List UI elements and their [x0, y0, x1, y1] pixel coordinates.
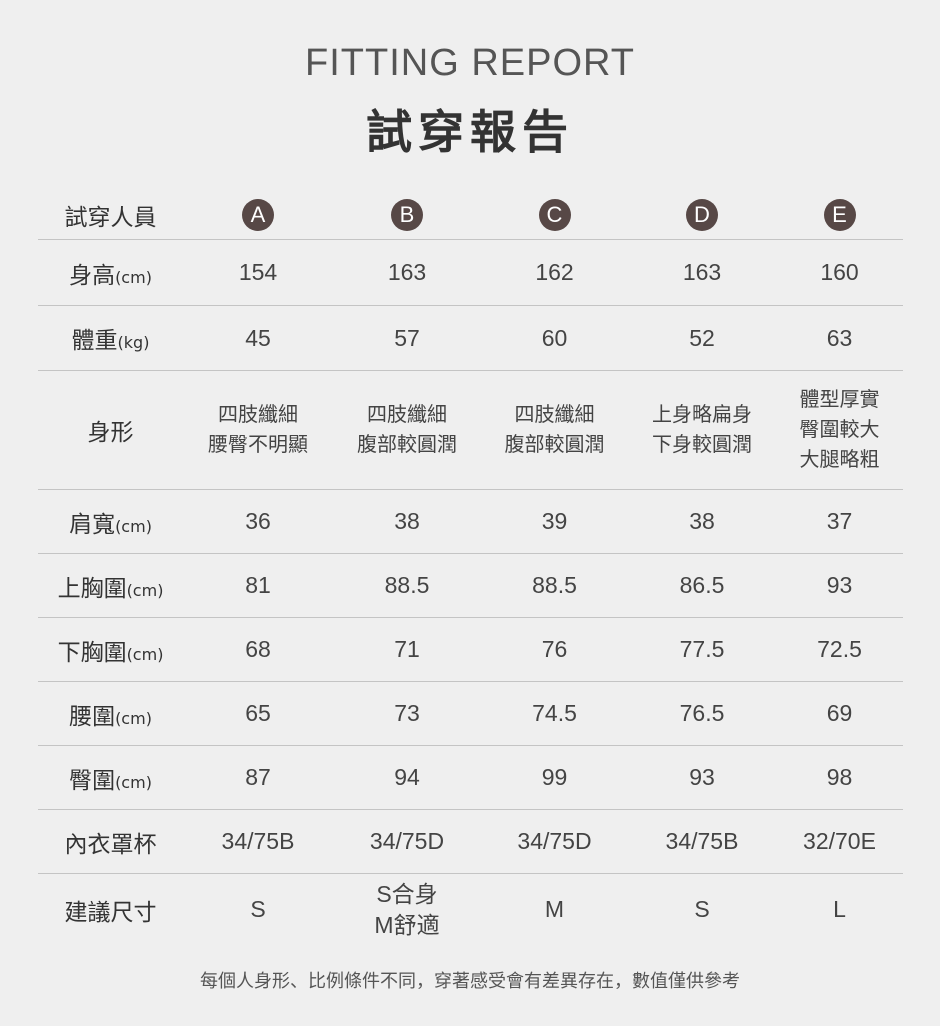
table-row: 腰圍(cm) 65 73 74.5 76.5 69 [38, 682, 903, 746]
value-cell: 98 [826, 764, 853, 790]
value-cell: 93 [689, 764, 715, 790]
value-cell: M [544, 896, 565, 922]
value-cell: 77.5 [679, 636, 725, 662]
row-label-text: 身形 [87, 420, 134, 446]
row-unit: (cm) [115, 772, 152, 792]
row-label-text: 肩寬 [69, 511, 116, 538]
table-row: 身高(cm) 154 163 162 163 160 [38, 240, 903, 306]
value-cell: 163 [387, 259, 427, 285]
tester-header-label: 試穿人員 [64, 204, 157, 231]
tester-badge: B [391, 198, 423, 231]
row-label: 腰圍(cm) [38, 697, 183, 731]
value-cell: 39 [541, 508, 568, 534]
value-cell: 63 [826, 324, 853, 351]
value-cell: 88.5 [384, 572, 430, 598]
fitting-table: 試穿人員 A B C D E 身高(cm) 154 163 162 163 160 體重(k… [38, 190, 903, 945]
value-cell: 81 [245, 572, 271, 598]
value-cell: 87 [245, 764, 271, 790]
value-cell: 162 [535, 259, 574, 285]
value-cell: 45 [245, 324, 271, 351]
row-label-text: 建議尺寸 [64, 899, 157, 926]
tester-badge: D [686, 198, 718, 231]
table-row: 臀圍(cm) 87 94 99 93 98 [38, 746, 903, 810]
row-label: 臀圍(cm) [38, 761, 183, 795]
value-cell: 88.5 [532, 572, 577, 598]
table-row: 建議尺寸 S S合身 M舒適 M S L [38, 874, 903, 945]
value-cell: 93 [826, 572, 853, 598]
value-cell: 86.5 [679, 572, 725, 598]
table-row: 上胸圍(cm) 81 88.5 88.5 86.5 93 [38, 554, 903, 618]
row-unit: (kg) [117, 333, 150, 352]
value-cell: 163 [682, 259, 722, 285]
value-cell: 32/70E [803, 828, 876, 854]
row-unit: (cm) [115, 267, 152, 287]
row-label-text: 上胸圍 [57, 575, 127, 602]
value-cell: 38 [689, 508, 715, 534]
value-cell: 38 [394, 508, 420, 534]
value-cell: 上身略扁身 下身較圓潤 [652, 404, 752, 456]
row-label: 肩寬(cm) [38, 505, 183, 539]
value-cell: 74.5 [532, 700, 577, 726]
row-label-text: 身高 [69, 262, 116, 289]
value-cell: S合身 M舒適 [374, 880, 440, 938]
tester-badge: C [538, 198, 571, 231]
row-label: 建議尺寸 [38, 893, 183, 927]
value-cell: 72.5 [817, 636, 862, 662]
row-label-text: 內衣罩杯 [64, 831, 157, 858]
value-cell: S [694, 896, 710, 922]
value-cell: 57 [394, 324, 420, 351]
row-label: 內衣罩杯 [38, 825, 183, 859]
row-label: 上胸圍(cm) [38, 569, 183, 603]
row-label: 下胸圍(cm) [38, 633, 183, 667]
value-cell: 34/75B [221, 828, 295, 854]
value-cell: 160 [820, 259, 859, 285]
title-english: FITTING REPORT [305, 42, 635, 84]
tester-header-row: 試穿人員 A B C D E [38, 190, 903, 240]
value-cell: 四肢纖細 腰臀不明顯 [208, 404, 308, 456]
table-row: 內衣罩杯 34/75B 34/75D 34/75D 34/75B 32/70E [38, 810, 903, 874]
value-cell: S [250, 896, 266, 922]
table-row: 身形 四肢纖細 腰臀不明顯 四肢纖細 腹部較圓潤 四肢纖細 腹部較圓潤 上身略扁身 下身… [38, 371, 903, 490]
value-cell: 四肢纖細 腹部較圓潤 [357, 404, 457, 456]
tester-badge: A [242, 198, 274, 231]
row-label-text: 腰圍 [69, 703, 116, 730]
value-cell: 73 [394, 700, 420, 726]
value-cell: 69 [826, 700, 853, 726]
value-cell: 體型厚實 臀圍較大 大腿略粗 [799, 389, 880, 471]
value-cell: 34/75D [517, 828, 592, 854]
value-cell: 76.5 [679, 700, 725, 726]
value-cell: 52 [689, 324, 715, 351]
row-unit: (cm) [126, 644, 164, 664]
row-unit: (cm) [126, 580, 164, 600]
table-row: 下胸圍(cm) 68 71 76 77.5 72.5 [38, 618, 903, 682]
row-label-text: 體重 [71, 328, 118, 354]
row-label: 身高(cm) [38, 256, 183, 290]
table-row: 肩寬(cm) 36 38 39 38 37 [38, 490, 903, 554]
value-cell: 99 [541, 764, 568, 790]
title-chinese: 試穿報告 [366, 105, 574, 159]
row-label-text: 下胸圍 [57, 639, 127, 666]
row-unit: (cm) [115, 708, 152, 728]
value-cell: 71 [394, 636, 420, 662]
row-label-text: 臀圍 [69, 767, 116, 794]
value-cell: 四肢纖細 腹部較圓潤 [504, 404, 605, 456]
value-cell: L [833, 896, 846, 922]
value-cell: 37 [826, 508, 853, 534]
value-cell: 34/75D [369, 828, 445, 854]
value-cell: 94 [394, 764, 420, 790]
table-row: 體重(kg) 45 57 60 52 63 [38, 306, 903, 371]
row-unit: (cm) [115, 516, 152, 536]
value-cell: 65 [245, 700, 271, 726]
row-label: 體重(kg) [38, 321, 183, 355]
value-cell: 68 [245, 636, 271, 662]
tester-badge: E [823, 198, 856, 231]
value-cell: 36 [245, 508, 271, 534]
disclaimer-note: 每個人身形、比例條件不同，穿著感受會有差異存在，數值僅供參考 [200, 971, 740, 992]
row-label: 身形 [38, 413, 183, 447]
value-cell: 154 [238, 259, 278, 285]
value-cell: 34/75B [665, 828, 739, 854]
value-cell: 76 [541, 636, 568, 662]
value-cell: 60 [541, 324, 568, 351]
